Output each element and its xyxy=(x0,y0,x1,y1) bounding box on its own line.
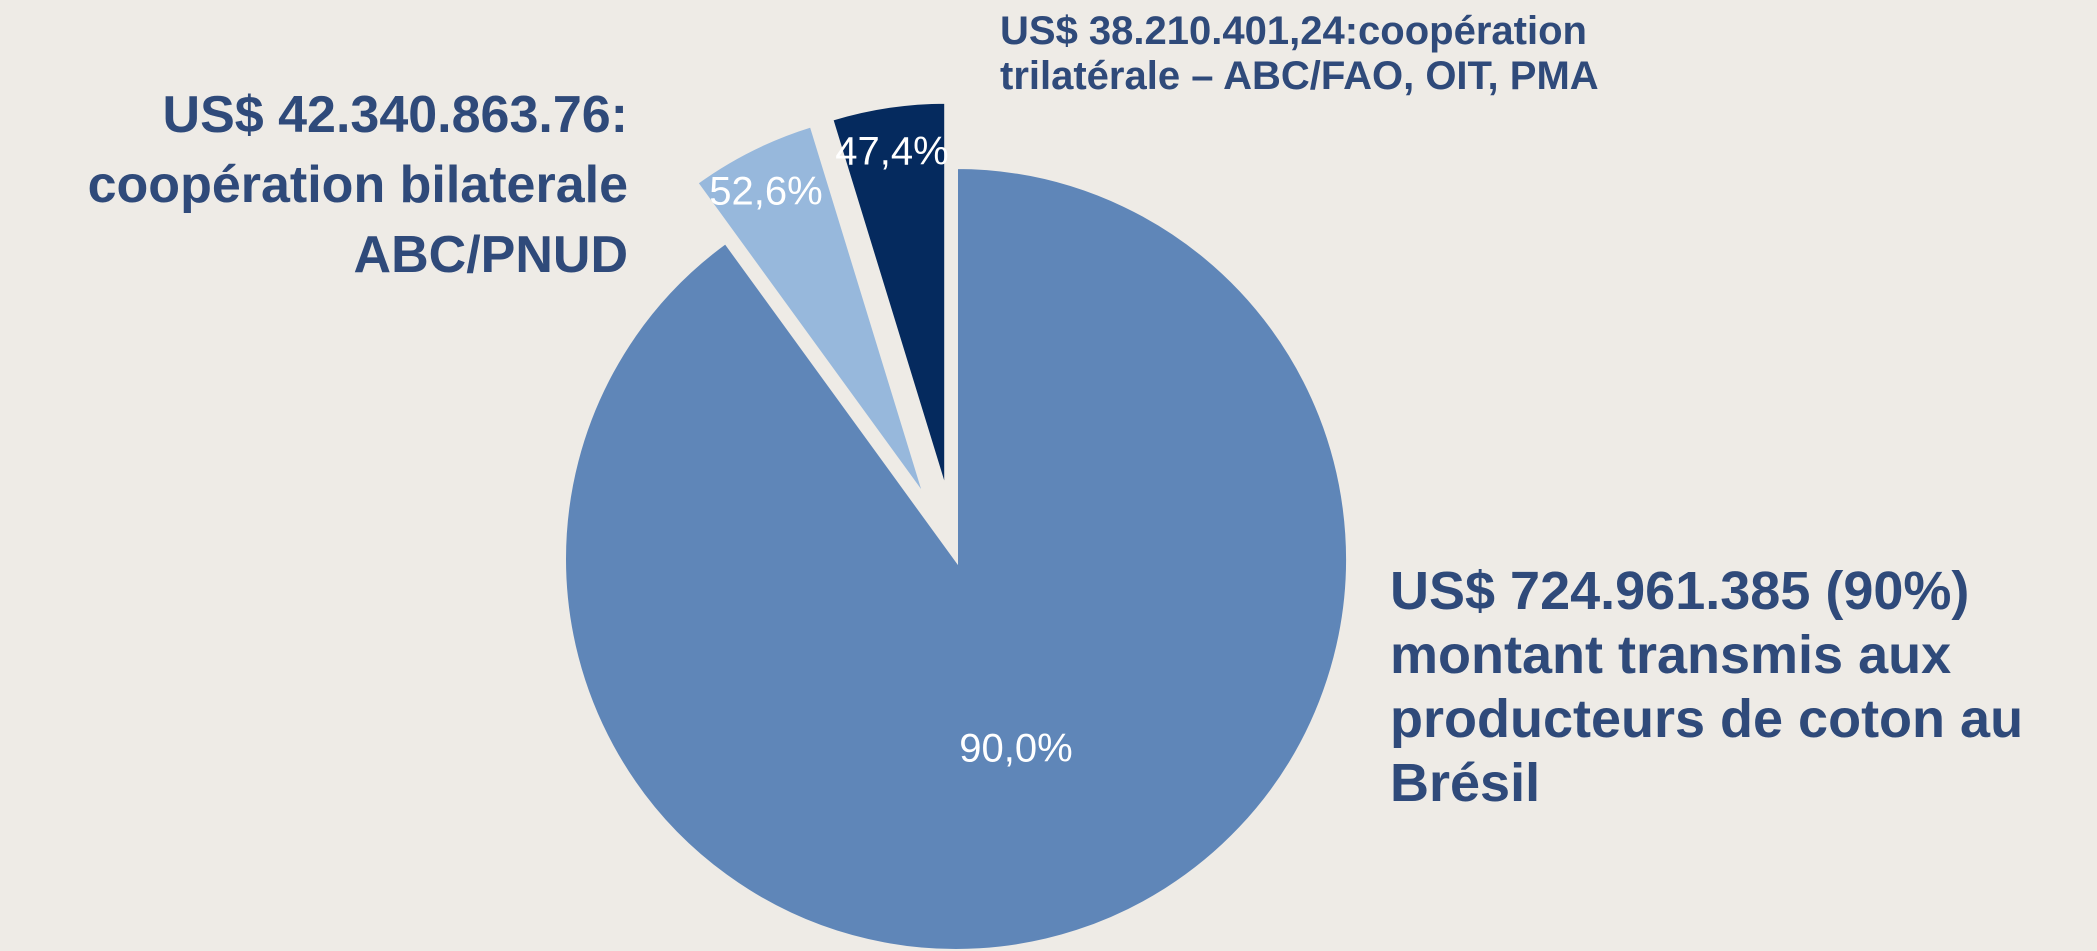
value-label: 52,6% xyxy=(709,170,822,214)
slice-label-line: coopération bilaterale xyxy=(88,156,628,214)
slice-label-line: ABC/PNUD xyxy=(354,226,628,284)
slice-label-line: US$ 724.961.385 (90%) xyxy=(1390,561,1969,621)
slice-label-line: US$ 42.340.863.76: xyxy=(163,86,628,144)
slice-label-line: producteurs de coton au xyxy=(1390,689,2023,749)
slice-label-line: trilatérale – ABC/FAO, OIT, PMA xyxy=(1000,54,1599,98)
value-label: 47,4% xyxy=(835,130,948,174)
value-label: 90,0% xyxy=(959,727,1072,771)
pie-slice xyxy=(828,99,949,495)
slice-label-line: Brésil xyxy=(1390,753,1540,813)
slice-label: US$ 38.210.401,24:coopération trilatérale… xyxy=(1000,9,1599,98)
slice-label-line: montant transmis aux xyxy=(1390,625,1951,685)
pie-slice xyxy=(562,164,1350,951)
slice-label: US$ 42.340.863.76: coopération bilaterale… xyxy=(88,86,628,284)
slice-label: US$ 724.961.385 (90%) montant transmis au… xyxy=(1390,561,2023,813)
slice-label-line: US$ 38.210.401,24:coopération xyxy=(1000,9,1587,53)
pie-slice xyxy=(693,122,929,502)
